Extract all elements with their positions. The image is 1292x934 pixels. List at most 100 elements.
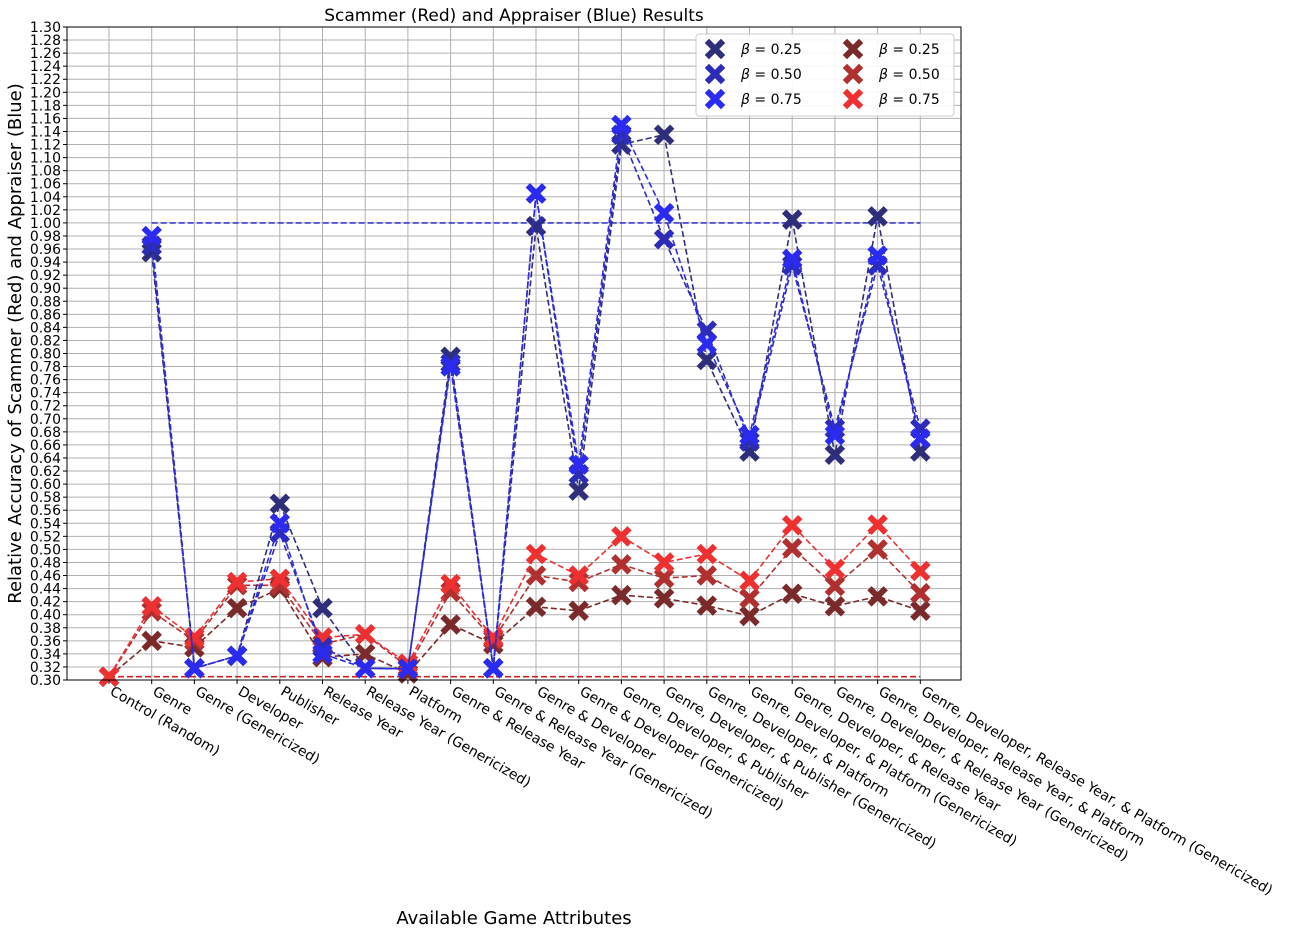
data-point-marker bbox=[704, 63, 726, 85]
legend-item: β = 0.50 bbox=[704, 63, 802, 85]
data-point bbox=[226, 645, 248, 667]
y-tick-label: 0.96 bbox=[30, 242, 61, 258]
data-point bbox=[739, 570, 760, 591]
legend-marker bbox=[842, 63, 864, 85]
y-tick-label: 0.76 bbox=[30, 373, 61, 389]
data-point-marker bbox=[696, 320, 718, 341]
data-point-marker bbox=[354, 643, 376, 665]
y-tick-label: 0.58 bbox=[30, 490, 61, 506]
data-point bbox=[141, 595, 162, 617]
data-point-marker bbox=[696, 349, 718, 371]
data-point bbox=[226, 571, 248, 593]
y-tick-label: 1.22 bbox=[30, 72, 61, 88]
data-point bbox=[653, 228, 675, 250]
data-point-marker bbox=[824, 444, 846, 465]
data-point-marker bbox=[781, 583, 803, 605]
data-point-marker bbox=[354, 624, 376, 645]
data-point bbox=[269, 568, 291, 590]
y-tick-label: 1.24 bbox=[30, 59, 61, 75]
y-tick-label: 1.10 bbox=[30, 151, 61, 167]
data-point-marker bbox=[611, 526, 632, 547]
y-tick-label: 1.16 bbox=[30, 111, 61, 127]
data-point-marker bbox=[568, 454, 589, 475]
data-point-marker bbox=[910, 600, 931, 622]
data-point-marker bbox=[611, 554, 632, 575]
y-tick-label: 1.18 bbox=[30, 98, 61, 114]
data-point-marker bbox=[98, 666, 120, 687]
data-point-marker bbox=[568, 600, 589, 622]
chart-title: Scammer (Red) and Appraiser (Blue) Resul… bbox=[324, 6, 704, 26]
data-point bbox=[525, 543, 547, 565]
data-point-marker bbox=[141, 595, 162, 617]
data-point-marker bbox=[226, 571, 248, 593]
data-point bbox=[525, 183, 547, 204]
data-point bbox=[781, 248, 803, 270]
data-point-marker bbox=[739, 588, 760, 609]
data-point bbox=[568, 565, 589, 586]
y-tick-label: 0.82 bbox=[30, 333, 61, 349]
data-point-marker bbox=[739, 605, 760, 627]
data-point bbox=[910, 441, 931, 462]
legend-box bbox=[695, 33, 955, 117]
y-tick-label: 0.72 bbox=[30, 399, 61, 415]
data-point bbox=[141, 225, 162, 247]
y-tick-label: 1.26 bbox=[30, 46, 61, 62]
y-tick-label: 0.78 bbox=[30, 360, 61, 376]
data-point bbox=[568, 454, 589, 475]
y-tick-label: 0.60 bbox=[30, 477, 61, 493]
series-appraiser-beta-0_75 bbox=[141, 114, 931, 680]
data-point-marker bbox=[397, 658, 419, 680]
data-point-marker bbox=[781, 537, 803, 559]
data-point-marker bbox=[696, 543, 718, 565]
data-point-marker bbox=[867, 206, 888, 227]
y-tick-label: 0.34 bbox=[30, 647, 61, 663]
y-tick-label: 0.62 bbox=[30, 464, 61, 480]
data-point bbox=[440, 573, 461, 595]
data-point-marker bbox=[141, 630, 162, 652]
data-point-marker bbox=[312, 643, 333, 665]
data-point-marker bbox=[226, 645, 248, 667]
data-point bbox=[824, 558, 846, 580]
data-point-marker bbox=[653, 567, 675, 589]
y-tick-label: 0.90 bbox=[30, 281, 61, 297]
data-point-marker bbox=[739, 424, 760, 446]
data-point-marker bbox=[653, 552, 675, 573]
data-point bbox=[568, 480, 589, 501]
y-tick-label: 0.48 bbox=[30, 555, 61, 571]
y-tick-label: 1.08 bbox=[30, 164, 61, 180]
data-point bbox=[568, 600, 589, 622]
data-point bbox=[910, 600, 931, 622]
data-point-marker bbox=[867, 586, 888, 607]
y-tick-label: 1.00 bbox=[30, 216, 61, 232]
data-point bbox=[611, 554, 632, 575]
data-point-marker bbox=[824, 595, 846, 617]
data-point bbox=[611, 584, 632, 606]
data-point bbox=[867, 206, 888, 227]
y-tick-label: 0.74 bbox=[30, 386, 61, 402]
data-point-marker bbox=[867, 514, 888, 535]
y-tick-label: 0.86 bbox=[30, 307, 61, 323]
data-point bbox=[696, 565, 718, 586]
data-point bbox=[354, 643, 376, 665]
data-point bbox=[226, 597, 248, 619]
y-tick-label: 0.30 bbox=[30, 673, 61, 689]
data-point-marker bbox=[525, 183, 547, 204]
y-tick-label: 0.44 bbox=[30, 582, 61, 598]
data-point-marker bbox=[269, 568, 291, 590]
data-point bbox=[611, 114, 632, 136]
data-point bbox=[653, 588, 675, 609]
legend-item: β = 0.75 bbox=[704, 88, 802, 110]
data-point bbox=[824, 444, 846, 465]
data-point bbox=[269, 513, 291, 534]
series-line bbox=[108, 523, 921, 678]
data-point-marker bbox=[269, 493, 291, 514]
data-point bbox=[781, 514, 803, 536]
data-point-marker bbox=[842, 63, 864, 85]
data-point-marker bbox=[842, 88, 864, 110]
data-point bbox=[910, 428, 931, 449]
data-point-marker bbox=[696, 565, 718, 586]
legend-marker bbox=[704, 38, 726, 60]
legend-label: β = 0.75 bbox=[878, 92, 940, 108]
data-point bbox=[269, 493, 291, 514]
y-tick-label: 0.92 bbox=[30, 268, 61, 284]
